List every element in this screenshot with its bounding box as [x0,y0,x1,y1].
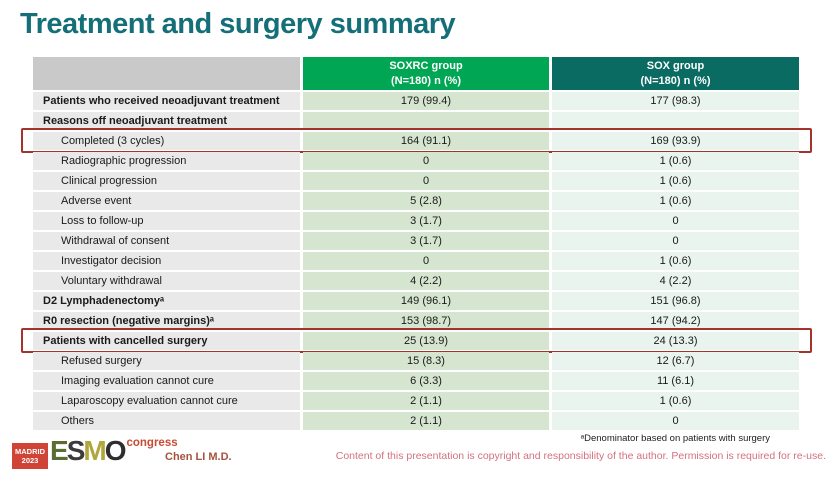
sox-value: 0 [552,232,799,250]
table-row: D2 Lymphadenectomyᵃ 149 (96.1) 151 (96.8… [33,292,799,310]
soxrc-value [303,112,549,130]
soxrc-value: 3 (1.7) [303,212,549,230]
row-label: Laparoscopy evaluation cannot cure [33,392,300,410]
sox-value: 1 (0.6) [552,172,799,190]
sox-value: 151 (96.8) [552,292,799,310]
table-row: Voluntary withdrawal 4 (2.2) 4 (2.2) [33,272,799,290]
soxrc-value: 25 (13.9) [303,332,549,350]
row-label: Patients with cancelled surgery [33,332,300,350]
header-sox-group: SOX group (N=180) n (%) [552,57,799,90]
row-label: Adverse event [33,192,300,210]
table-row: Radiographic progression 0 1 (0.6) [33,152,799,170]
row-label: Voluntary withdrawal [33,272,300,290]
sox-value: 0 [552,212,799,230]
sox-value: 12 (6.7) [552,352,799,370]
esmo-wordmark: ESMO [50,435,127,466]
table-row: Others 2 (1.1) 0 [33,412,799,430]
soxrc-value: 3 (1.7) [303,232,549,250]
sox-value: 1 (0.6) [552,192,799,210]
row-label: Withdrawal of consent [33,232,300,250]
sox-value: 1 (0.6) [552,152,799,170]
sox-value [552,112,799,130]
row-label: R0 resection (negative margins)ᵃ [33,312,300,330]
soxrc-group-n: (N=180) n (%) [391,74,461,87]
row-label: Refused surgery [33,352,300,370]
sox-value: 169 (93.9) [552,132,799,150]
soxrc-value: 6 (3.3) [303,372,549,390]
sox-value: 4 (2.2) [552,272,799,290]
sox-value: 0 [552,412,799,430]
table-row: R0 resection (negative margins)ᵃ 153 (98… [33,312,799,330]
madrid-label: MADRID [15,447,45,456]
sox-value: 1 (0.6) [552,392,799,410]
presenter-name: Chen LI M.D. [165,451,232,463]
table-row: Clinical progression 0 1 (0.6) [33,172,799,190]
soxrc-value: 0 [303,252,549,270]
table-row: Investigator decision 0 1 (0.6) [33,252,799,270]
slide-title: Treatment and surgery summary [20,8,456,40]
table-row: Laparoscopy evaluation cannot cure 2 (1.… [33,392,799,410]
soxrc-group-name: SOXRC group [389,60,463,73]
table-row: Adverse event 5 (2.8) 1 (0.6) [33,192,799,210]
soxrc-value: 2 (1.1) [303,412,549,430]
table-row: Imaging evaluation cannot cure 6 (3.3) 1… [33,372,799,390]
soxrc-value: 179 (99.4) [303,92,549,110]
row-label: Reasons off neoadjuvant treatment [33,112,300,130]
table-row: Reasons off neoadjuvant treatment [33,112,799,130]
header-empty-cell [33,57,300,90]
sox-group-n: (N=180) n (%) [640,74,711,87]
table-row: Patients with cancelled surgery 25 (13.9… [21,328,812,353]
soxrc-value: 0 [303,172,549,190]
table-header-row: SOXRC group (N=180) n (%) SOX group (N=1… [33,57,799,90]
esmo-congress-logo: MADRID 2023 ESMO congress [12,435,178,469]
table-row: Loss to follow-up 3 (1.7) 0 [33,212,799,230]
esmo-letter-m: M [83,435,106,466]
row-label: Completed (3 cycles) [33,132,300,150]
madrid-2023-badge: MADRID 2023 [12,443,48,469]
sox-value: 147 (94.2) [552,312,799,330]
row-label: Imaging evaluation cannot cure [33,372,300,390]
table-footnote: ᵃDenominator based on patients with surg… [580,433,770,444]
soxrc-value: 164 (91.1) [303,132,549,150]
table-row: Completed (3 cycles) 164 (91.1) 169 (93.… [21,128,812,153]
sox-value: 11 (6.1) [552,372,799,390]
row-label: Loss to follow-up [33,212,300,230]
table-row: Patients who received neoadjuvant treatm… [33,92,799,110]
row-label: Patients who received neoadjuvant treatm… [33,92,300,110]
sox-value: 24 (13.3) [552,332,799,350]
row-label: Investigator decision [33,252,300,270]
sox-value: 177 (98.3) [552,92,799,110]
congress-label: congress [126,437,178,449]
row-label: D2 Lymphadenectomyᵃ [33,292,300,310]
soxrc-value: 149 (96.1) [303,292,549,310]
soxrc-value: 0 [303,152,549,170]
copyright-notice: Content of this presentation is copyrigh… [335,450,826,462]
soxrc-value: 4 (2.2) [303,272,549,290]
esmo-letter-o: O [104,435,127,466]
soxrc-value: 5 (2.8) [303,192,549,210]
table-body: Patients who received neoadjuvant treatm… [21,92,812,430]
table-row: Withdrawal of consent 3 (1.7) 0 [33,232,799,250]
header-soxrc-group: SOXRC group (N=180) n (%) [303,57,549,90]
table-row: Refused surgery 15 (8.3) 12 (6.7) [33,352,799,370]
row-label: Clinical progression [33,172,300,190]
esmo-letter-s: S [66,435,86,466]
esmo-letter-e: E [50,435,69,466]
row-label: Radiographic progression [33,152,300,170]
sox-value: 1 (0.6) [552,252,799,270]
soxrc-value: 153 (98.7) [303,312,549,330]
soxrc-value: 2 (1.1) [303,392,549,410]
summary-table: SOXRC group (N=180) n (%) SOX group (N=1… [21,57,812,432]
year-label: 2023 [21,456,39,465]
sox-group-name: SOX group [646,60,705,73]
row-label: Others [33,412,300,430]
soxrc-value: 15 (8.3) [303,352,549,370]
